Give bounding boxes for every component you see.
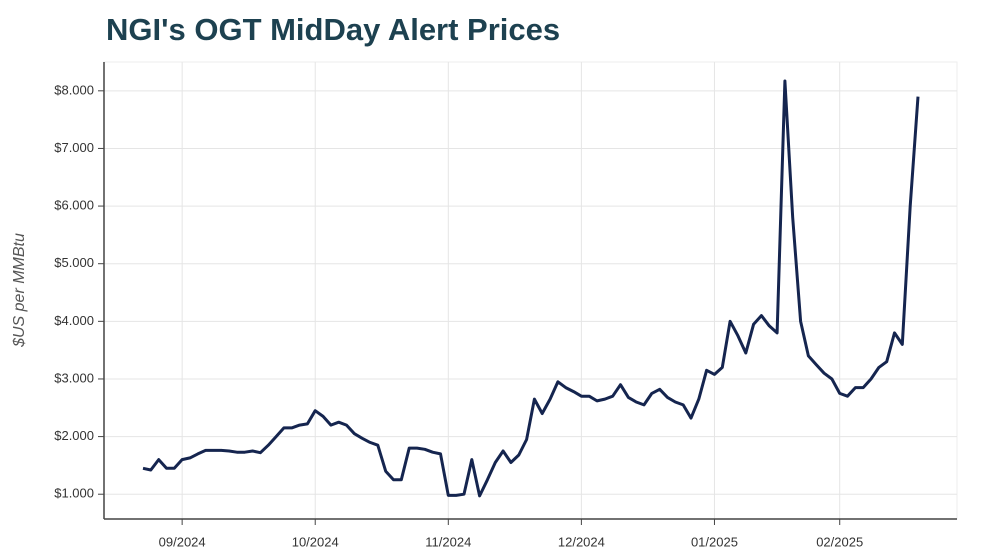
x-tick-label: 09/2024 [159, 534, 206, 549]
x-tick-label: 11/2024 [425, 534, 471, 549]
x-tick-label: 01/2025 [691, 534, 738, 549]
x-tick-label: 10/2024 [292, 534, 339, 549]
chart-title: NGI's OGT MidDay Alert Prices [106, 12, 560, 47]
y-tick-label: $7.000 [54, 140, 94, 155]
y-axis-title: $US per MMBtu [11, 233, 28, 348]
y-tick-label: $3.000 [54, 370, 94, 385]
x-tick-label: 12/2024 [558, 534, 605, 549]
y-tick-label: $5.000 [54, 255, 94, 270]
x-tick-label: 02/2025 [816, 534, 863, 549]
y-tick-label: $4.000 [54, 313, 94, 328]
y-tick-label: $6.000 [54, 198, 94, 213]
y-tick-label: $2.000 [54, 428, 94, 443]
plot-area [103, 61, 958, 520]
y-tick-label: $1.000 [54, 486, 94, 501]
y-tick-label: $8.000 [54, 82, 94, 97]
price-line [142, 79, 920, 498]
